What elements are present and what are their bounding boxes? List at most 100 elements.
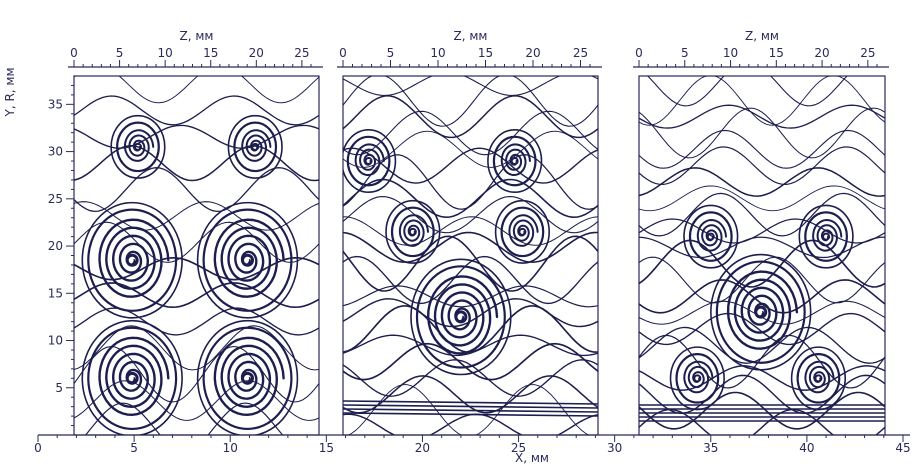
vortex <box>81 201 183 319</box>
streamlines <box>74 76 319 435</box>
x-tick-label: 20 <box>415 441 430 455</box>
streamline <box>343 231 598 263</box>
streamline <box>343 413 598 435</box>
vortex-core <box>454 310 468 324</box>
vortex <box>487 129 543 194</box>
z-tick-label: 10 <box>430 46 445 60</box>
y-tick-label: 25 <box>48 192 63 206</box>
vortex <box>196 201 299 319</box>
vortex-spiral <box>683 360 714 394</box>
streamline <box>647 76 848 107</box>
vortex <box>81 319 183 435</box>
boundary-streamline <box>343 408 598 413</box>
streamline <box>639 391 885 430</box>
vortex-outer-ring <box>385 199 441 264</box>
boundary-streamline <box>343 412 598 417</box>
streamline <box>74 282 319 309</box>
z-tick-label: 25 <box>294 46 309 60</box>
boundary-streamline <box>343 404 598 409</box>
streamline <box>74 145 319 182</box>
x-axis: 0 5 10 15 20 25 30 35 40 45 <box>34 434 911 455</box>
vortex-spiral <box>98 336 170 417</box>
streamline <box>74 201 319 231</box>
vortex-spiral <box>213 336 285 417</box>
x-axis-label: X, мм <box>515 451 549 464</box>
vortex-outer-ring <box>87 326 178 431</box>
z-tick-label: 20 <box>249 46 264 60</box>
vortex-outer-ring <box>346 135 391 187</box>
vortex-core <box>822 232 831 241</box>
vortex <box>710 253 812 371</box>
vortex <box>790 346 847 411</box>
vortex-core <box>241 371 255 385</box>
vortex <box>385 199 441 264</box>
streamline <box>343 342 598 381</box>
vortex-outer-ring <box>196 201 299 319</box>
vortex-outer-ring <box>804 211 849 262</box>
vortex-center <box>759 310 763 314</box>
streamline <box>639 146 885 185</box>
vortex-spiral <box>500 143 531 176</box>
streamline <box>343 196 598 234</box>
vortex <box>343 129 397 194</box>
vortex-outer-ring <box>715 260 806 364</box>
vortex-center <box>459 315 463 319</box>
vortex-outer-ring <box>343 129 397 194</box>
z-tick-label: 5 <box>681 46 689 60</box>
streamline <box>639 167 885 197</box>
vortex-center <box>246 376 250 380</box>
vortex-outer-ring <box>81 201 183 319</box>
vortex-core <box>814 374 823 383</box>
streamlines <box>343 76 598 435</box>
x-tick-label: 5 <box>130 441 138 455</box>
streamline <box>639 192 885 237</box>
vortex-outer-ring <box>110 114 166 179</box>
streamline <box>343 76 598 127</box>
streamline <box>343 298 598 328</box>
vortex-center <box>130 258 134 262</box>
vortex-outer-ring <box>81 319 183 435</box>
vortex <box>683 204 739 269</box>
x-tick-label: 15 <box>319 441 334 455</box>
vortex-spiral <box>213 218 285 298</box>
vortex-core <box>241 253 255 267</box>
y-axis-label: Y, R, мм <box>3 67 17 117</box>
vortex-outer-ring <box>410 258 512 376</box>
vortex-core <box>754 305 768 319</box>
vortex <box>110 114 166 179</box>
panel-1: 0 5 10 15 20 25 Z, мм <box>68 29 323 436</box>
vortex-outer-ring <box>710 253 812 371</box>
vortex-spiral <box>98 218 170 298</box>
streamline <box>639 76 885 126</box>
x-tick-label: 10 <box>223 441 238 455</box>
streamline <box>639 129 885 169</box>
streamline <box>84 402 284 435</box>
z-tick-label: 10 <box>158 46 173 60</box>
vortex-core <box>125 253 139 267</box>
vortex <box>410 258 512 376</box>
streamline <box>639 236 885 259</box>
y-tick-label: 35 <box>48 97 63 111</box>
vortex-outer-ring <box>688 211 733 262</box>
x-tick-label: 30 <box>607 441 622 455</box>
y-tick-label: 5 <box>55 381 63 395</box>
vortex-spiral <box>812 218 843 252</box>
streamline <box>639 218 885 244</box>
streamline <box>343 235 598 292</box>
vortex-outer-ring <box>116 121 160 173</box>
panel-2: 0 5 10 15 20 25 Z, мм <box>337 29 602 436</box>
vortex <box>494 199 551 264</box>
vortex-outer-ring <box>87 208 178 312</box>
x-tick-label: 40 <box>799 441 814 455</box>
streamline <box>74 167 319 213</box>
streamline <box>343 130 598 168</box>
streamline <box>74 221 319 263</box>
vortex-core <box>364 157 373 166</box>
vortex <box>798 204 854 269</box>
streamline <box>74 307 319 336</box>
vortex-spiral <box>241 129 272 162</box>
vortex-outer-ring <box>796 353 841 404</box>
z-tick-label: 5 <box>387 46 395 60</box>
vortex-center <box>246 258 250 262</box>
vortex-core <box>251 142 260 151</box>
